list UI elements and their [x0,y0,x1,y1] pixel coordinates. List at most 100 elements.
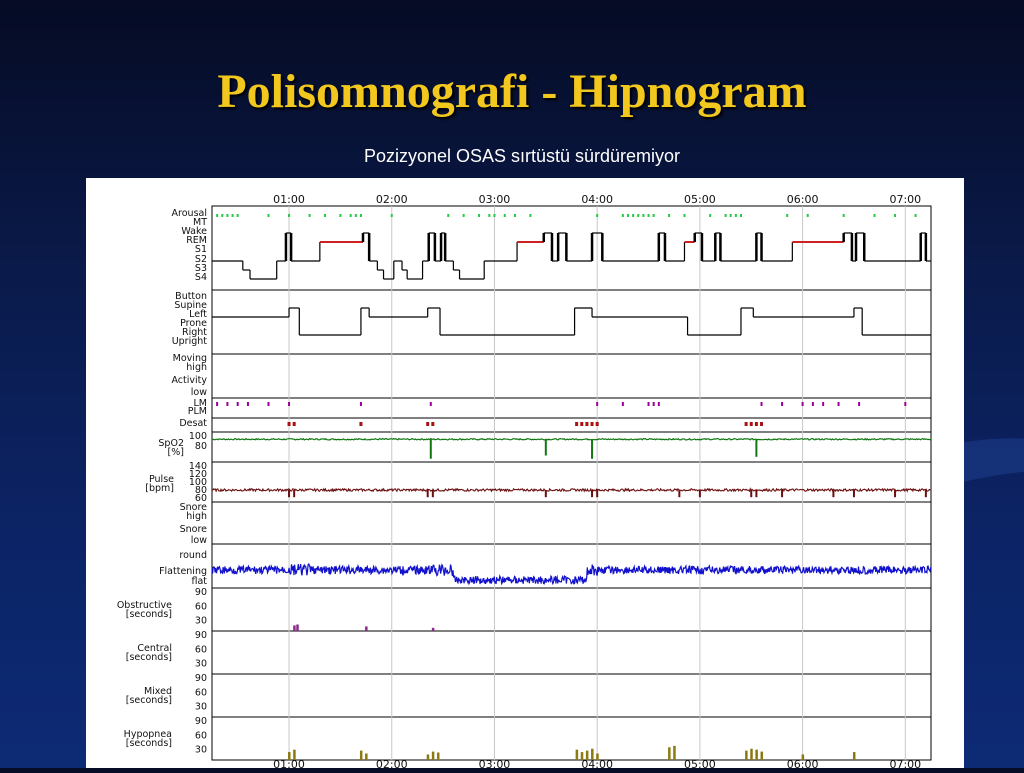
hypopnea-event-bar [750,748,753,760]
pulse-axis-label: [bpm] [145,483,174,494]
hypopnea-event-bar [668,747,671,760]
desat-event [431,422,435,426]
obstructive-tick-label: 30 [195,616,207,627]
arousal-event [529,214,532,217]
position-axis-label: Right [182,327,207,338]
lm-event [288,402,291,406]
time-tick-label-bottom: 02:00 [376,758,408,768]
desat-event [595,422,599,426]
arousal-event [447,214,450,217]
mixed-tick-label: 30 [195,702,207,713]
time-tick-label-bottom: 05:00 [684,758,716,768]
time-tick-label-top: 03:00 [479,193,511,206]
desat-event [754,422,758,426]
lm-event [858,402,861,406]
lm-event [904,402,907,406]
lm-event [781,402,784,406]
arousal-event [488,214,491,217]
obstructive-tick-label: 60 [195,601,207,612]
hypnogram-axis-label: Wake [181,226,207,237]
hypopnea-tick-label: 30 [195,745,207,756]
lm-event [236,402,239,406]
desat-event [359,422,363,426]
mixed-tick-label: 90 [195,673,207,684]
hypnogram-axis-label: S2 [195,254,207,265]
mixed-axis-label: [seconds] [126,695,172,706]
spo2-series-line [211,437,932,441]
arousal-event [724,214,727,217]
hypnogram-axis-label: REM [186,235,207,246]
hypopnea-event-bar [436,752,440,760]
arousal-event [739,214,742,217]
hypopnea-event-bar [596,753,599,760]
arousal-event [339,214,342,217]
flattening-axis-label: round [179,550,207,561]
central-axis-label: Central [137,643,172,654]
desat-event [760,422,764,426]
position-axis-label: Left [189,309,207,320]
pulse-tick-label: 60 [195,493,207,504]
arousal-event [806,214,809,217]
pulse-tick-label: 140 [189,461,207,472]
arousal-event [267,214,270,217]
pulse-tick-label: 100 [189,477,207,488]
lm-event [267,402,270,406]
arousal-event [642,214,645,217]
hypopnea-event-bar [575,749,579,760]
polysomnography-chart: 01:00 01:00 02:00 02:00 03:00 03:00 04:00 04:00… [86,178,964,771]
lm-event [652,402,655,406]
arousal-event [231,214,234,217]
hypopnea-tick-label: 90 [195,716,207,727]
lm-event [216,402,219,406]
desat-event [292,422,296,426]
obstructive-event-bar [365,626,368,631]
central-tick-label: 60 [195,644,207,655]
hypnogram-axis-label: MT [193,217,207,228]
time-tick-label-bottom: 07:00 [889,758,921,768]
activity-axis-label: Moving [173,353,207,364]
hypnogram-axis-label: S4 [195,272,207,283]
central-axis-label: [seconds] [126,652,172,663]
arousal-event [226,214,229,217]
arousal-event [632,214,635,217]
desat-event [585,422,589,426]
desat-event [287,422,291,426]
slide-subtitle: Pozizyonel OSAS sırtüstü sürdüremiyor [363,146,681,166]
lm-axis-label: PLM [188,406,207,417]
lm-event [647,402,650,406]
hypnogram-axis-label: S3 [195,263,207,274]
flattening-series-line [211,562,932,586]
arousal-event [668,214,671,217]
spo2-axis-label: SpO2 [158,438,184,449]
central-tick-label: 90 [195,630,207,641]
activity-axis-label: high [186,362,207,373]
arousal-event [390,214,393,217]
obstructive-axis-label: [seconds] [126,609,172,620]
snore-axis-label: Snore [180,502,208,513]
hypopnea-event-bar [585,750,589,760]
obstructive-event-bar [293,625,296,631]
flattening-axis-label: flat [191,576,207,587]
time-tick-label-bottom: 03:00 [479,758,511,768]
hypopnea-event-bar [673,745,676,760]
arousal-event [709,214,712,217]
arousal-event [288,214,291,217]
slide-title: Polisomnografi - Hipnogram [217,65,807,118]
arousal-event [354,214,357,217]
desat-event [749,422,753,426]
arousal-event [596,214,599,217]
arousal-event [503,214,506,217]
arousal-event [514,214,517,217]
lm-event [621,402,624,406]
arousal-event [216,214,219,217]
desat-event [580,422,584,426]
arousal-event [894,214,897,217]
lm-event [657,402,660,406]
lm-event [596,402,599,406]
lm-event [811,402,814,406]
arousal-event [683,214,686,217]
desat-event [590,422,594,426]
arousal-event [323,214,326,217]
arousal-event [621,214,624,217]
time-tick-label-top: 07:00 [889,193,921,206]
